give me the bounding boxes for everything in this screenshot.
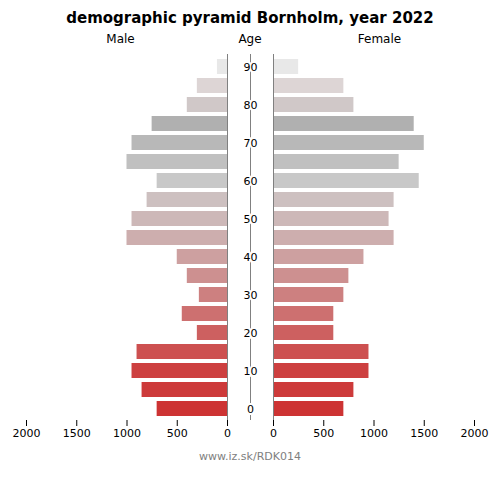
svg-text:1500: 1500 <box>410 427 438 440</box>
svg-text:80: 80 <box>244 99 258 112</box>
svg-text:1500: 1500 <box>63 427 91 440</box>
html-text:Female: Female <box>357 32 402 46</box>
svg-text:10: 10 <box>244 365 258 378</box>
svg-text:60: 60 <box>244 175 258 188</box>
html-text:demographic pyramid Bornholm,: demographic pyramid Bornholm, year 2022 <box>66 9 434 27</box>
html-text:www.iz.sk/RDK014: www.iz.sk/RDK014 <box>199 450 301 463</box>
svg-text:0: 0 <box>224 427 231 440</box>
svg-text:70: 70 <box>244 137 258 150</box>
svg-text:500: 500 <box>313 427 334 440</box>
html-text:Age: Age <box>238 32 262 46</box>
svg-text:50: 50 <box>244 213 258 226</box>
svg-text:1000: 1000 <box>113 427 141 440</box>
svg-text:40: 40 <box>244 251 258 264</box>
svg-text:30: 30 <box>244 289 258 302</box>
svg-text:2000: 2000 <box>13 427 41 440</box>
html-text:Male: Male <box>106 32 135 46</box>
svg-text:90: 90 <box>244 61 258 74</box>
svg-text:0: 0 <box>270 427 277 440</box>
svg-text:0: 0 <box>247 403 254 416</box>
svg-text:1000: 1000 <box>360 427 388 440</box>
svg-text:20: 20 <box>244 327 258 340</box>
svg-text:2000: 2000 <box>461 427 489 440</box>
svg-text:500: 500 <box>167 427 188 440</box>
